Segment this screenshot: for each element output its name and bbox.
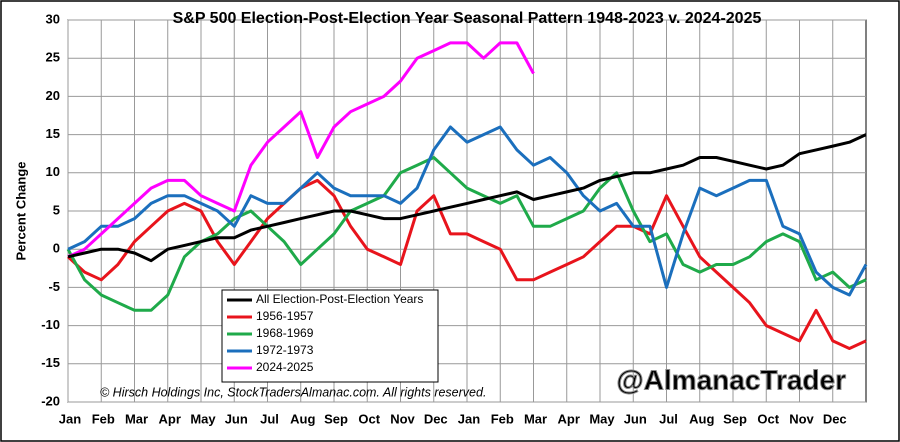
x-tick-label: Jan	[59, 411, 81, 426]
x-tick-label: Oct	[358, 411, 380, 426]
series-line	[67, 125, 868, 297]
y-tick-label: -5	[48, 279, 60, 294]
series-line	[67, 41, 535, 259]
x-tick-label: Sep	[324, 411, 348, 426]
y-tick-label: 10	[46, 164, 60, 179]
x-tick-label: Jun	[225, 411, 248, 426]
x-tick-label: Mar	[125, 411, 148, 426]
y-tick-label: 15	[46, 126, 60, 141]
x-tick-label: Oct	[757, 411, 779, 426]
series-line	[66, 178, 867, 350]
y-tick-label: 0	[53, 241, 60, 256]
y-tick-label: -15	[41, 355, 60, 370]
y-tick-label: -20	[41, 393, 60, 408]
x-tick-label: Apr	[558, 411, 580, 426]
legend-label: All Election-Post-Election Years	[256, 292, 423, 306]
x-tick-label: Apr	[159, 411, 181, 426]
copyright: © Hirsch Holdings Inc, StockTradersAlman…	[100, 385, 486, 399]
x-tick-label: Mar	[524, 411, 547, 426]
x-tick-label: Nov	[789, 411, 814, 426]
x-tick-label: Feb	[491, 411, 514, 426]
legend-label: 1956-1957	[256, 309, 314, 323]
y-tick-label: 25	[46, 50, 60, 65]
x-tick-label: Dec	[823, 411, 847, 426]
x-tick-label: Nov	[390, 411, 415, 426]
legend-label: 1968-1969	[256, 326, 314, 340]
x-tick-label: Jul	[260, 411, 279, 426]
chart-title: S&P 500 Election-Post-Election Year Seas…	[173, 10, 762, 27]
x-tick-label: May	[589, 411, 615, 426]
legend-label: 1972-1973	[256, 343, 314, 357]
y-tick-label: 20	[46, 88, 60, 103]
x-tick-label: Dec	[424, 411, 448, 426]
legend-label: 2024-2025	[256, 360, 314, 374]
legend-box	[221, 289, 439, 383]
series-line	[67, 133, 867, 263]
x-tick-label: Aug	[290, 411, 315, 426]
y-tick-label: 30	[46, 11, 60, 26]
x-tick-label: Aug	[689, 411, 714, 426]
y-tick-label: -10	[41, 317, 60, 332]
y-axis-label: Percent Change	[13, 162, 28, 261]
x-tick-label: Sep	[723, 411, 747, 426]
x-tick-label: Feb	[92, 411, 115, 426]
x-tick-label: Jun	[624, 411, 647, 426]
x-tick-label: Jan	[458, 411, 480, 426]
x-tick-label: May	[190, 411, 216, 426]
watermark: @AlmanacTrader	[616, 364, 846, 395]
y-tick-label: 5	[53, 202, 60, 217]
x-tick-label: Jul	[659, 411, 678, 426]
